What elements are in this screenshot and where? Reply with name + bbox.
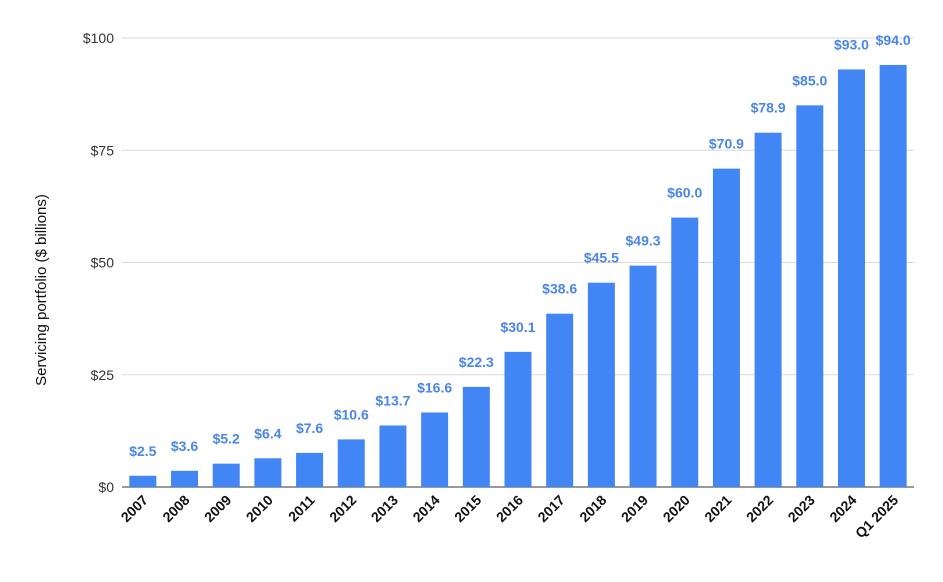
data-label: $10.6 — [334, 406, 369, 422]
bar-2019 — [629, 265, 657, 487]
data-label: $2.5 — [129, 443, 156, 459]
bar-2013 — [379, 425, 407, 487]
x-tick-label: Q1 2025 — [852, 492, 901, 541]
x-tick-label: 2007 — [118, 492, 151, 525]
bars — [129, 64, 907, 488]
x-tick-label: 2010 — [243, 492, 276, 525]
x-tick-label: 2024 — [826, 492, 859, 525]
data-label: $60.0 — [667, 185, 702, 201]
bar-2023 — [796, 105, 824, 487]
data-label: $94.0 — [876, 32, 911, 48]
x-tick-label: 2015 — [451, 492, 484, 525]
bar-2011 — [296, 452, 324, 487]
x-tick-label: 2011 — [285, 492, 318, 525]
x-tick-label: 2018 — [576, 492, 609, 525]
bar-2016 — [504, 351, 532, 487]
gridlines — [122, 37, 914, 488]
x-tick-label: 2020 — [660, 492, 693, 525]
data-labels: $2.5 $3.6 $5.2 $6.4 $7.6 $10.6 $13.7 $16.6 $22.3… — [129, 32, 911, 459]
x-tick-label: 2016 — [493, 492, 526, 525]
bar-2010 — [254, 458, 282, 487]
bar-2007 — [129, 475, 157, 487]
bar-2021 — [712, 168, 740, 487]
x-axis-ticks: 2007 2008 2009 2010 2011 2012 2013 2014 2015 2016… — [118, 492, 902, 541]
x-tick-label: 2008 — [159, 492, 192, 525]
y-tick-label: $100 — [83, 30, 114, 46]
bar-2008 — [171, 470, 199, 487]
bar-q1-2025 — [879, 64, 907, 487]
data-label: $3.6 — [171, 438, 198, 454]
data-label: $30.1 — [500, 319, 535, 335]
bar-2017 — [546, 313, 574, 487]
bar-2015 — [462, 386, 490, 487]
bar-2022 — [754, 132, 782, 487]
x-tick-label: 2013 — [368, 492, 401, 525]
x-tick-label: 2012 — [326, 492, 359, 525]
bar-2020 — [671, 217, 699, 487]
bar-2012 — [337, 439, 365, 487]
data-label: $78.9 — [751, 100, 786, 116]
x-tick-label: 2019 — [618, 492, 651, 525]
x-tick-label: 2017 — [534, 492, 567, 525]
bar-2024 — [837, 69, 865, 488]
data-label: $7.6 — [296, 420, 323, 436]
y-axis-ticks: $0 $25 $50 $75 $100 — [83, 30, 114, 495]
y-tick-label: $0 — [98, 479, 114, 495]
y-tick-label: $50 — [91, 255, 115, 271]
data-label: $6.4 — [254, 425, 281, 441]
data-label: $85.0 — [792, 72, 827, 88]
x-tick-label: 2014 — [409, 492, 442, 525]
data-label: $5.2 — [213, 431, 240, 447]
x-tick-label: 2009 — [201, 492, 234, 525]
data-label: $38.6 — [542, 281, 577, 297]
y-axis-title: Servicing portfolio ($ billions) — [33, 194, 50, 386]
bar-2018 — [587, 282, 615, 487]
y-tick-label: $25 — [91, 367, 115, 383]
data-label: $16.6 — [417, 379, 452, 395]
data-label: $45.5 — [584, 250, 619, 266]
data-label: $93.0 — [834, 36, 869, 52]
bar-2014 — [421, 412, 449, 487]
bar-2009 — [212, 463, 240, 487]
x-tick-label: 2023 — [785, 492, 818, 525]
y-tick-label: $75 — [91, 142, 115, 158]
x-tick-label: 2022 — [743, 492, 776, 525]
data-label: $49.3 — [626, 233, 661, 249]
x-tick-label: 2021 — [701, 492, 734, 525]
data-label: $70.9 — [709, 136, 744, 152]
data-label: $13.7 — [375, 392, 410, 408]
data-label: $22.3 — [459, 354, 494, 370]
